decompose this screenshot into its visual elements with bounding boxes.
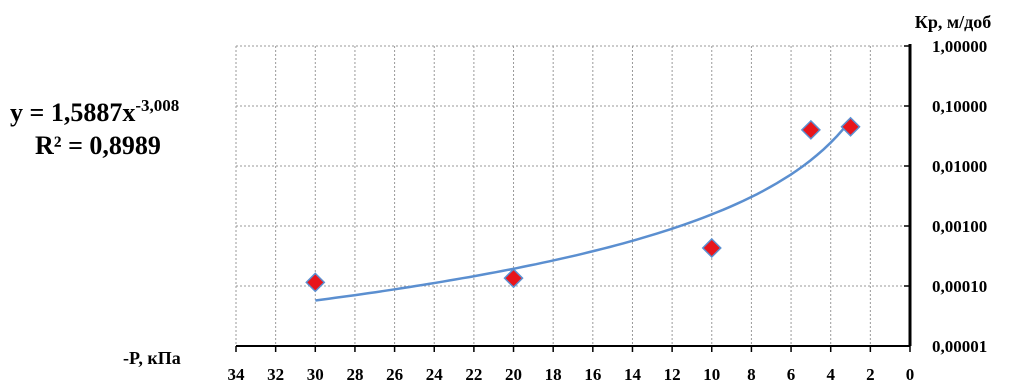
- tick-labels: 34 32 30 28 26 24 22 20 18 16 14 12 10 8 6 4 2 00,000010,…: [228, 37, 988, 384]
- grid: [235, 45, 910, 346]
- x-tick-label: 20: [505, 365, 522, 384]
- axes: [235, 44, 912, 352]
- y-tick-label: 0,01000: [932, 157, 987, 176]
- y-tick-label: 0,00100: [932, 217, 987, 236]
- y-tick-label: 0,00001: [932, 337, 987, 356]
- trendline-equation-base: y = 1,5887x: [10, 98, 135, 127]
- x-axis-label: -P, кПа: [123, 348, 181, 368]
- x-tick-label: 8: [747, 365, 756, 384]
- x-tick-label: 10: [703, 365, 720, 384]
- x-tick-label: 6: [787, 365, 796, 384]
- x-tick-label: 30: [307, 365, 324, 384]
- x-tick-label: 4: [826, 365, 835, 384]
- x-tick-label: 14: [624, 365, 642, 384]
- x-tick-label: 34: [228, 365, 246, 384]
- y-tick-label: 0,00010: [932, 277, 987, 296]
- x-tick-label: 18: [545, 365, 562, 384]
- y-tick-label: 1,00000: [932, 37, 987, 56]
- x-tick-label: 2: [866, 365, 875, 384]
- trendline-r-squared: R² = 0,8989: [35, 131, 161, 160]
- data-point: [800, 119, 821, 140]
- x-tick-label: 32: [267, 365, 284, 384]
- trendline: [315, 119, 852, 302]
- data-point: [840, 116, 861, 137]
- data-point: [305, 272, 326, 293]
- data-points: [305, 116, 861, 293]
- trendline-equation: y = 1,5887x-3,008: [10, 96, 179, 127]
- x-tick-label: 28: [346, 365, 363, 384]
- y-axis-label: Кр, м/доб: [915, 12, 991, 32]
- trendline-equation-exponent: -3,008: [135, 96, 179, 115]
- x-tick-label: 26: [386, 365, 403, 384]
- x-tick-label: 0: [906, 365, 915, 384]
- data-point: [503, 268, 524, 289]
- x-tick-label: 24: [426, 365, 444, 384]
- x-tick-label: 16: [584, 365, 601, 384]
- x-tick-label: 22: [465, 365, 482, 384]
- data-point: [701, 237, 722, 259]
- y-tick-label: 0,10000: [932, 97, 987, 116]
- x-tick-label: 12: [664, 365, 681, 384]
